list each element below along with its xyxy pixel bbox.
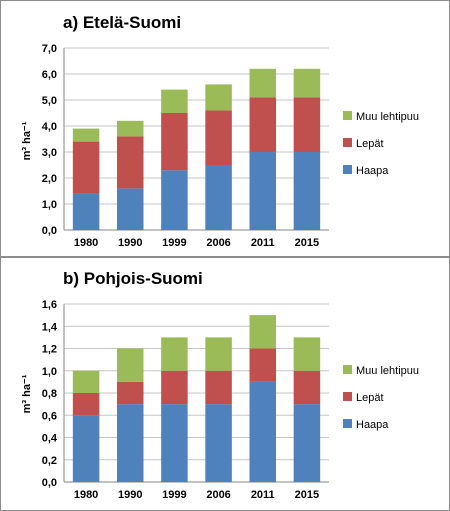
bar-segment	[293, 97, 321, 152]
bar-segment	[205, 404, 232, 482]
chart-panel-pohjois-suomi: b) Pohjois-Suomi m³ ha⁻¹ 0,0 0,2 0,4 0,6 0,8…	[0, 257, 450, 511]
legend-label: Haapa	[356, 419, 389, 431]
y-tick-label: 0,6	[42, 410, 57, 422]
bar-segment	[249, 348, 276, 382]
bar-segment	[117, 120, 144, 137]
legend-swatch	[343, 365, 352, 374]
legend: Muu lehtipuu Lepät Haapa	[343, 111, 419, 177]
chart-pohjois-suomi: b) Pohjois-Suomi m³ ha⁻¹ 0,0 0,2 0,4 0,6 0,8…	[21, 269, 419, 501]
bar-segment	[72, 193, 100, 230]
bar-segment	[205, 165, 232, 230]
x-tick-label: 2015	[295, 237, 319, 249]
y-tick-label: 0,0	[42, 477, 57, 489]
bar-segment	[117, 381, 144, 405]
bar-segment	[161, 89, 188, 113]
bar-segment	[205, 337, 232, 371]
bar-segment	[249, 315, 276, 349]
legend-swatch	[343, 165, 352, 174]
bar-segment	[249, 97, 276, 152]
bar-segment	[205, 110, 232, 165]
y-tick-label: 0,0	[42, 225, 57, 237]
bar-segment	[161, 337, 188, 371]
legend-swatch	[343, 111, 352, 120]
y-tick-label: 1,0	[42, 199, 57, 211]
legend: Muu lehtipuu Lepät Haapa	[343, 365, 419, 431]
bar-segment	[117, 348, 144, 382]
y-axis-label: m³ ha⁻¹	[21, 374, 33, 413]
y-tick-label: 0,2	[42, 455, 57, 467]
y-tick-label: 1,4	[42, 321, 58, 333]
y-tick-label: 6,0	[42, 69, 57, 81]
y-tick-label: 1,6	[42, 299, 57, 311]
legend-label: Muu lehtipuu	[356, 365, 419, 377]
bar-segment	[293, 404, 321, 482]
x-tick-label: 2015	[295, 489, 319, 501]
y-tick-label: 4,0	[42, 121, 57, 133]
x-tick-label: 1999	[162, 237, 186, 249]
bar-segment	[117, 404, 144, 482]
x-tick-label: 1980	[74, 237, 98, 249]
legend-label: Lepät	[356, 392, 384, 404]
bar-segment	[161, 404, 188, 482]
x-tick-label: 2006	[206, 237, 230, 249]
x-tick-label: 1990	[118, 237, 142, 249]
bar-segment	[293, 152, 321, 230]
bar-segment	[293, 68, 321, 98]
bar-segment	[72, 415, 100, 482]
y-axis-label: m³ ha⁻¹	[21, 121, 33, 160]
legend-label: Lepät	[356, 138, 384, 150]
y-tick-label: 0,4	[42, 433, 58, 445]
bar-segment	[72, 128, 100, 142]
bar-segment	[249, 152, 276, 230]
y-tick-label: 7,0	[42, 43, 57, 55]
bar-segment	[72, 141, 100, 194]
bar-segment	[293, 337, 321, 371]
chart-panel-etela-suomi: a) Etelä-Suomi m³ ha⁻¹ 0,0 1,0 2,0 3,0 4,0 5,…	[0, 0, 450, 257]
bar-segment	[161, 170, 188, 230]
bar-segment	[161, 370, 188, 405]
chart-etela-suomi: a) Etelä-Suomi m³ ha⁻¹ 0,0 1,0 2,0 3,0 4,0 5,…	[21, 13, 419, 249]
legend-swatch	[343, 138, 352, 147]
gridlines	[64, 303, 329, 483]
legend-label: Muu lehtipuu	[356, 111, 419, 123]
y-tick-label: 2,0	[42, 173, 57, 185]
y-tick-label: 1,0	[42, 366, 57, 378]
y-tick-label: 3,0	[42, 147, 57, 159]
bar-segment	[72, 370, 100, 393]
bar-segment	[205, 370, 232, 405]
chart-title: b) Pohjois-Suomi	[63, 269, 203, 288]
x-tick-label: 2006	[206, 489, 230, 501]
y-tick-label: 1,2	[42, 344, 57, 356]
y-tick-label: 0,8	[42, 388, 57, 400]
bar-segment	[249, 68, 276, 98]
gridlines	[64, 47, 329, 231]
legend-label: Haapa	[356, 165, 389, 177]
legend-swatch	[343, 392, 352, 401]
legend-swatch	[343, 419, 352, 428]
bar-segment	[117, 188, 144, 230]
bar-segment	[249, 381, 276, 482]
y-tick-label: 5,0	[42, 95, 57, 107]
x-tick-label: 1990	[118, 489, 142, 501]
x-tick-label: 1999	[162, 489, 186, 501]
bar-segment	[205, 84, 232, 111]
bar-segment	[293, 370, 321, 405]
bar-segment	[117, 136, 144, 189]
x-tick-label: 2011	[251, 237, 275, 249]
bar-segment	[72, 393, 100, 416]
x-tick-label: 2011	[251, 489, 275, 501]
chart-title: a) Etelä-Suomi	[63, 13, 181, 32]
x-tick-label: 1980	[74, 489, 98, 501]
bar-segment	[161, 113, 188, 171]
